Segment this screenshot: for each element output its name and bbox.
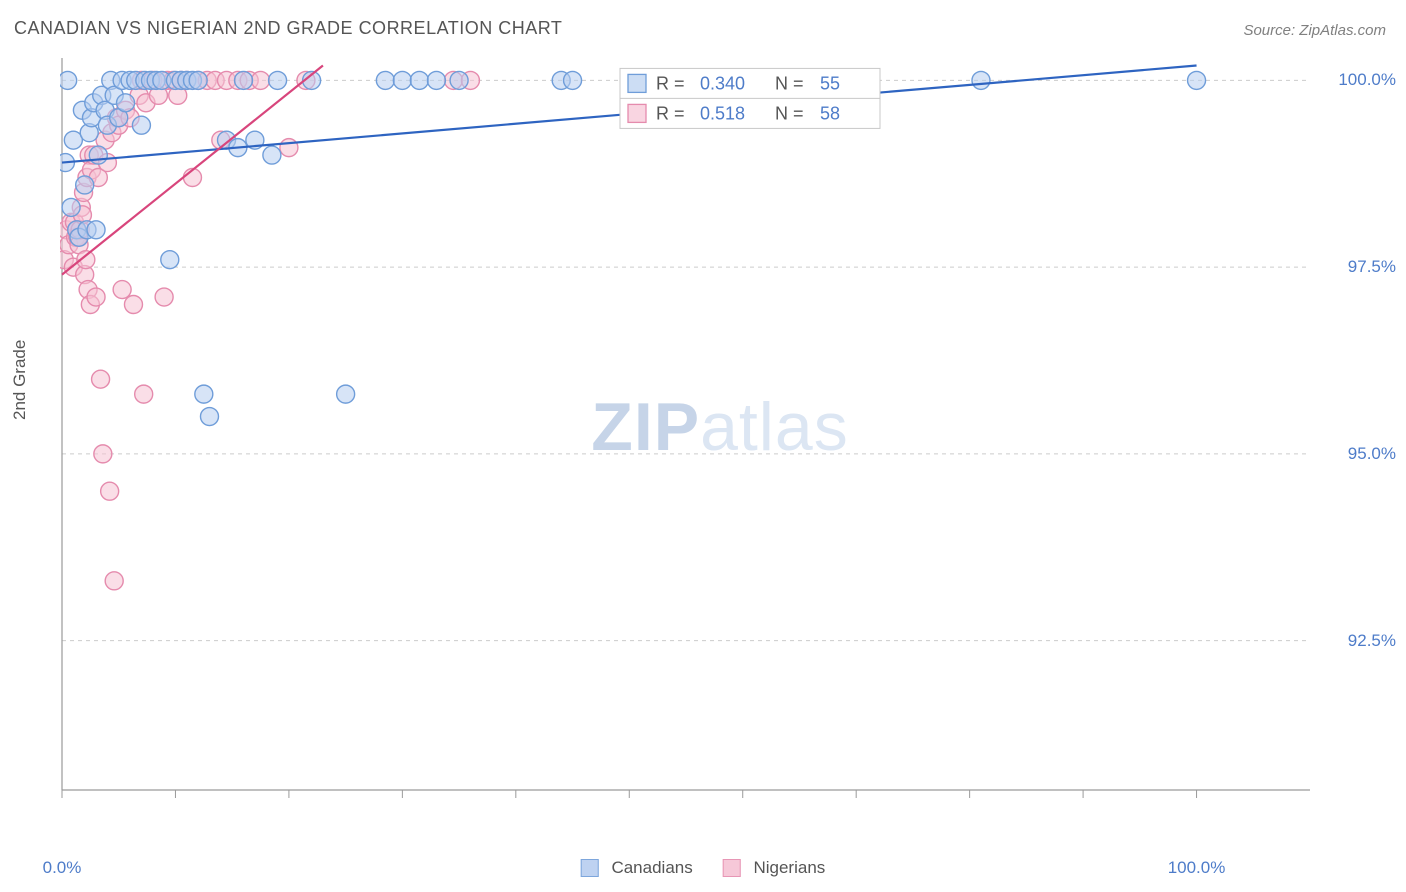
svg-text:ZIPatlas: ZIPatlas [591,389,848,465]
legend-item-nigerians: Nigerians [723,858,826,878]
svg-text:N =: N = [775,103,804,123]
legend-swatch-canadians [581,859,599,877]
svg-text:0.340: 0.340 [700,73,745,93]
svg-text:R =: R = [656,73,685,93]
svg-text:0.518: 0.518 [700,103,745,123]
y-tick-label: 97.5% [1348,257,1396,277]
svg-text:58: 58 [820,103,840,123]
y-tick-label: 92.5% [1348,631,1396,651]
scatter-plot-svg: ZIPatlas R = 0.340 N = 55 R = 0.518 N = 58 [60,50,1380,810]
legend-item-canadians: Canadians [581,858,693,878]
legend-label-canadians: Canadians [611,858,692,877]
x-tick-label: 100.0% [1168,858,1226,878]
svg-text:R =: R = [656,103,685,123]
legend-label-nigerians: Nigerians [753,858,825,877]
svg-text:N =: N = [775,73,804,93]
chart-title: CANADIAN VS NIGERIAN 2ND GRADE CORRELATI… [14,18,562,39]
bottom-legend: Canadians Nigerians [581,858,826,878]
x-tick-label: 0.0% [43,858,82,878]
plot-area: ZIPatlas R = 0.340 N = 55 R = 0.518 N = 58 [60,50,1380,810]
y-tick-label: 100.0% [1338,70,1396,90]
source-label: Source: ZipAtlas.com [1243,22,1386,39]
svg-text:55: 55 [820,73,840,93]
y-axis-label: 2nd Grade [10,340,30,420]
legend-swatch-nigerians [723,859,741,877]
y-tick-label: 95.0% [1348,444,1396,464]
chart-container: CANADIAN VS NIGERIAN 2ND GRADE CORRELATI… [0,0,1406,892]
